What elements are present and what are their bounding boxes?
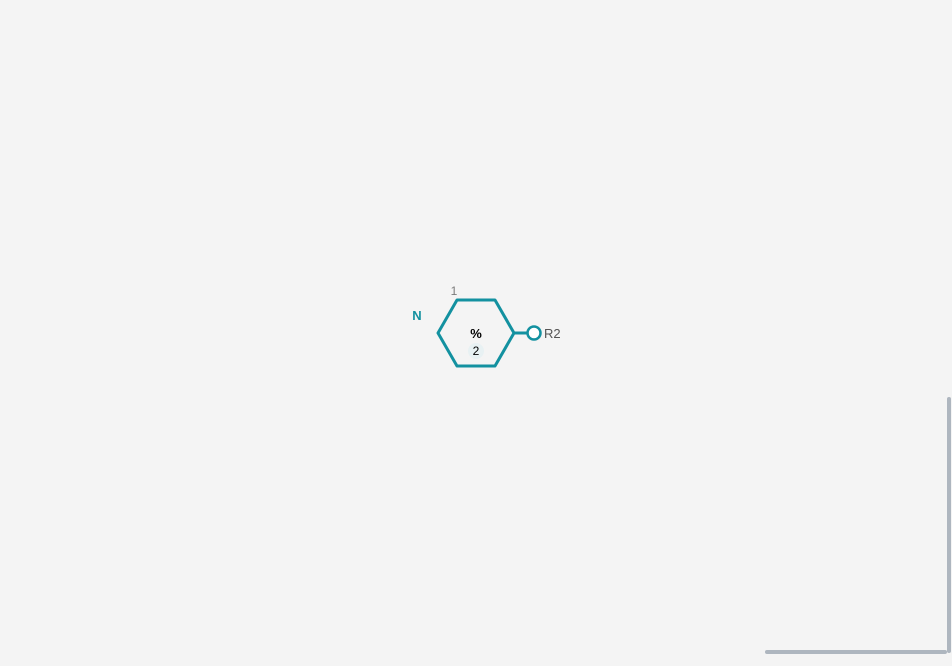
horizontal-scrollbar[interactable] (765, 650, 947, 654)
hexagon-ring[interactable] (436, 298, 516, 368)
n-terminal-label[interactable]: N (412, 308, 421, 323)
ring-index: 2 (473, 344, 480, 358)
ring-index-badge (468, 343, 484, 359)
attachment-point-icon[interactable] (526, 325, 542, 341)
vertical-scrollbar[interactable] (947, 397, 951, 653)
rgroup-label: R2 (544, 326, 561, 341)
ring-symbol: % (470, 326, 482, 341)
position-number: 1 (451, 284, 458, 298)
